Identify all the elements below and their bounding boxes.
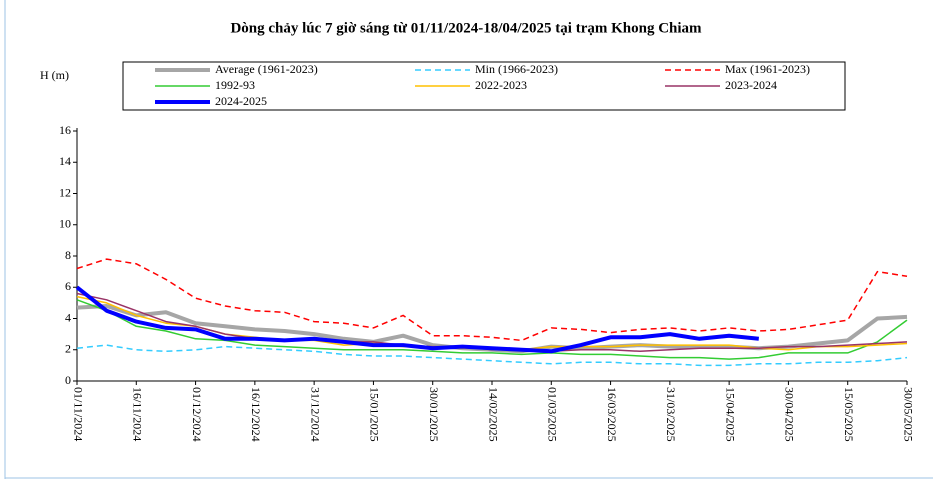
legend-label: 2023-2024 <box>725 78 777 92</box>
x-tick-label: 30/01/2025 <box>427 387 441 442</box>
y-tick-label: 14 <box>59 154 71 168</box>
y-tick-label: 12 <box>59 185 71 199</box>
x-tick-label: 30/04/2025 <box>783 387 797 442</box>
y-tick-label: 2 <box>65 342 71 356</box>
y-tick-label: 8 <box>65 248 71 262</box>
legend-box <box>122 61 846 111</box>
x-tick-label: 15/01/2025 <box>368 387 382 442</box>
legend-label: 2024-2025 <box>215 94 267 108</box>
legend-label: Min (1966-2023) <box>475 62 558 76</box>
series-line <box>76 258 908 342</box>
x-tick-label: 14/02/2025 <box>486 387 500 442</box>
chart-title: Dòng chảy lúc 7 giờ sáng từ 01/11/2024-1… <box>230 20 702 36</box>
x-tick-label: 31/03/2025 <box>664 387 678 442</box>
series-line <box>76 299 908 360</box>
x-tick-label: 15/04/2025 <box>723 387 737 442</box>
legend-label: Max (1961-2023) <box>725 62 810 76</box>
y-tick-label: 6 <box>65 279 71 293</box>
y-tick-label: 16 <box>59 123 71 137</box>
x-tick-label: 01/03/2025 <box>546 387 560 442</box>
x-tick-label: 16/11/2024 <box>131 387 145 441</box>
x-tick-label: 30/05/2025 <box>901 387 915 442</box>
x-tick-label: 01/11/2024 <box>71 387 85 441</box>
legend-label: 2022-2023 <box>475 78 527 92</box>
y-tick-label: 4 <box>65 310 71 324</box>
x-tick-label: 31/12/2024 <box>308 387 322 442</box>
series-line <box>75 285 760 354</box>
x-tick-label: 16/12/2024 <box>249 387 263 442</box>
x-tick-label: 16/03/2025 <box>605 387 619 442</box>
x-tick-label: 01/12/2024 <box>190 387 204 442</box>
y-tick-label: 0 <box>65 373 71 387</box>
y-axis-label: H (m) <box>40 68 69 82</box>
series-line <box>76 304 908 354</box>
series-line <box>76 344 908 367</box>
x-tick-label: 15/05/2025 <box>842 387 856 442</box>
y-tick-label: 10 <box>59 217 71 231</box>
legend-label: 1992-93 <box>215 78 255 92</box>
legend-label: Average (1961-2023) <box>215 62 318 76</box>
